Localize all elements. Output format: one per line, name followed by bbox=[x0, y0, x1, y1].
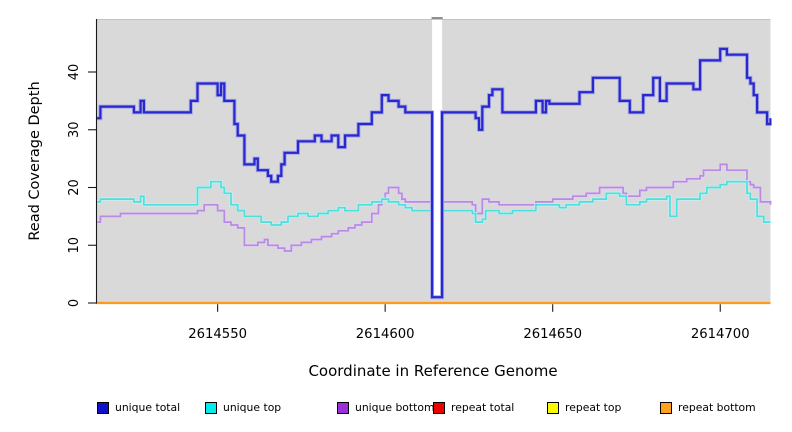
x-tick-label: 2614600 bbox=[356, 327, 415, 342]
series-unique-total-line bbox=[97, 46, 772, 300]
legend-swatch-repeat-bottom bbox=[660, 401, 672, 414]
x-tick-label: 2614700 bbox=[691, 327, 750, 342]
x-axis-title: Coordinate in Reference Genome bbox=[308, 362, 558, 380]
legend-label-repeat-total: repeat total bbox=[451, 401, 515, 414]
legend-entry-repeat-bottom: repeat bottom bbox=[660, 401, 756, 414]
legend-label-unique-total: unique total bbox=[115, 401, 181, 414]
legend-swatch-repeat-total bbox=[433, 401, 445, 414]
legend-entry-repeat-total: repeat total bbox=[433, 401, 514, 414]
legend-label-unique-bottom: unique bottom bbox=[355, 401, 435, 414]
legend-swatch-unique-top bbox=[205, 401, 217, 414]
legend-swatch-repeat-top bbox=[547, 401, 559, 414]
legend-label-repeat-bottom: repeat bottom bbox=[678, 401, 756, 414]
masked-gap-band bbox=[432, 16, 443, 297]
series-unique-top-core bbox=[97, 180, 771, 226]
y-tick-label: 30 bbox=[67, 121, 82, 138]
x-tick-label: 2614550 bbox=[188, 327, 247, 342]
masked-gap-cap bbox=[431, 17, 443, 20]
legend-entry-unique-total: unique total bbox=[97, 401, 180, 414]
legend-swatch-unique-total bbox=[97, 401, 109, 414]
legend-label-unique-top: unique top bbox=[223, 401, 282, 414]
legend-swatch-unique-bottom bbox=[337, 401, 349, 414]
legend-entry-repeat-top: repeat top bbox=[547, 401, 621, 414]
series-unique-total-core bbox=[97, 47, 772, 299]
y-tick-label: 10 bbox=[67, 237, 82, 254]
y-tick-label: 20 bbox=[67, 179, 82, 196]
legend-entry-unique-bottom: unique bottom bbox=[337, 401, 435, 414]
series-unique-top-line bbox=[97, 180, 771, 227]
legend: unique total unique top unique bottom repea… bbox=[0, 401, 792, 417]
x-tick-label: 2614650 bbox=[523, 327, 582, 342]
legend-label-repeat-top: repeat top bbox=[565, 401, 622, 414]
y-tick-label: 0 bbox=[67, 299, 82, 307]
legend-entry-unique-top: unique top bbox=[205, 401, 281, 414]
y-tick-label: 40 bbox=[67, 64, 82, 81]
y-axis-title: Read Coverage Depth bbox=[27, 81, 43, 241]
